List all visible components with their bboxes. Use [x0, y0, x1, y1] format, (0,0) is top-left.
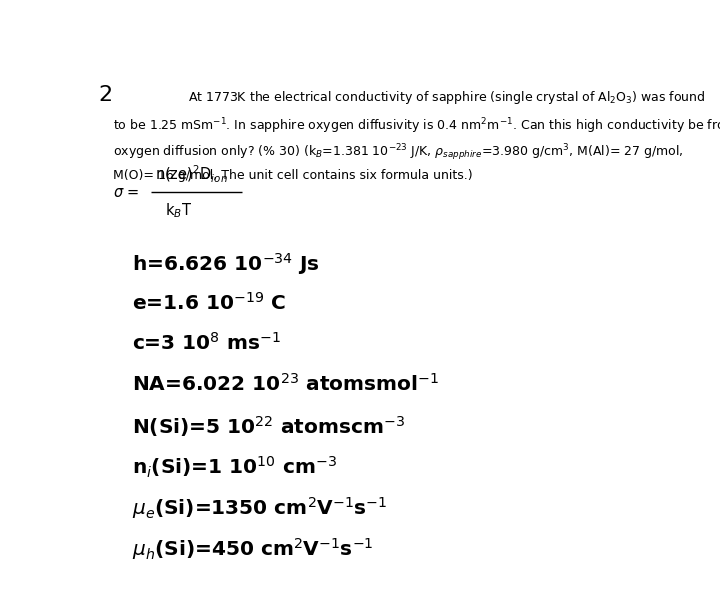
Text: n$_i$(Si)=1 10$^{10}$ cm$^{-3}$: n$_i$(Si)=1 10$^{10}$ cm$^{-3}$: [132, 455, 337, 480]
Text: n(ze)$^2$D$_{ion}$: n(ze)$^2$D$_{ion}$: [156, 164, 228, 185]
Text: $\mu_e$(Si)=1350 cm$^2$V$^{-1}$s$^{-1}$: $\mu_e$(Si)=1350 cm$^2$V$^{-1}$s$^{-1}$: [132, 496, 387, 521]
Text: oxygen diffusion only? (% 30) (k$_B$=1.381 10$^{-23}$ J/K, $\rho_{sapphire}$=3.9: oxygen diffusion only? (% 30) (k$_B$=1.3…: [114, 143, 684, 164]
Text: $\mu_h$(Si)=450 cm$^2$V$^{-1}$s$^{-1}$: $\mu_h$(Si)=450 cm$^2$V$^{-1}$s$^{-1}$: [132, 536, 374, 562]
Text: h=6.626 10$^{-34}$ Js: h=6.626 10$^{-34}$ Js: [132, 251, 320, 277]
Text: $\sigma$ =: $\sigma$ =: [114, 185, 140, 200]
Text: N(Si)=5 10$^{22}$ atomscm$^{-3}$: N(Si)=5 10$^{22}$ atomscm$^{-3}$: [132, 414, 405, 439]
Text: c=3 10$^8$ ms$^{-1}$: c=3 10$^8$ ms$^{-1}$: [132, 333, 281, 354]
Text: NA=6.022 10$^{23}$ atomsmol$^{-1}$: NA=6.022 10$^{23}$ atomsmol$^{-1}$: [132, 373, 438, 395]
Text: At 1773K the electrical conductivity of sapphire (single crystal of Al$_2$O$_3$): At 1773K the electrical conductivity of …: [188, 89, 705, 106]
Text: k$_B$T: k$_B$T: [166, 202, 192, 221]
Text: M(O)= 16 g/mol, The unit cell contains six formula units.): M(O)= 16 g/mol, The unit cell contains s…: [114, 170, 473, 182]
Text: to be 1.25 mSm$^{-1}$. In sapphire oxygen diffusivity is 0.4 nm$^2$m$^{-1}$. Can: to be 1.25 mSm$^{-1}$. In sapphire oxyge…: [114, 116, 720, 136]
Text: e=1.6 10$^{-19}$ C: e=1.6 10$^{-19}$ C: [132, 292, 286, 314]
Text: 2: 2: [99, 85, 112, 105]
